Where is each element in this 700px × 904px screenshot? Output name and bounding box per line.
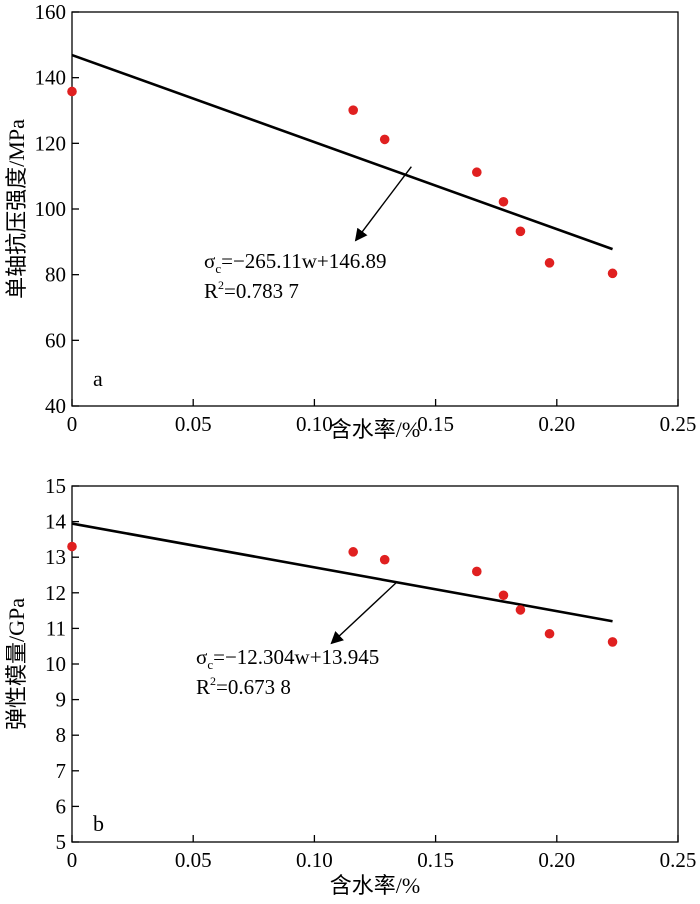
y-tick-label: 10 [45,652,66,676]
fit-r-squared: R2=0.673 8 [196,674,291,699]
x-tick-label: 0.05 [175,848,212,872]
x-tick-label: 0.10 [296,848,333,872]
y-tick-label: 60 [45,328,66,352]
data-point [379,134,390,145]
y-tick-label: 11 [46,616,66,640]
r-value: =0.673 8 [216,675,291,699]
r-label: R [204,279,218,303]
plot-frame [71,11,679,407]
data-point [348,105,358,115]
x-tick-label: 0.20 [538,848,575,872]
y-tick-label: 140 [35,66,67,90]
fit-line-group [71,53,613,251]
data-point [498,196,509,207]
y-tick-label: 6 [56,794,67,818]
fit-line-group [71,522,613,623]
x-axis-title: 含水率/% [330,417,420,442]
data-point [544,628,555,639]
y-tick-label: 13 [45,545,66,569]
data-point [544,258,555,268]
y-tick-label: 40 [45,394,66,418]
annotation-arrow-group [354,166,412,242]
y-tick-label: 15 [45,474,66,498]
x-axis-title: 含水率/% [330,873,420,898]
data-point [515,226,526,237]
y-tick-label: 8 [56,723,67,747]
fit-line [71,522,613,623]
y-tick-label: 100 [35,197,67,221]
x-tick-label: 0.15 [417,412,454,436]
data-point [348,547,358,557]
equation-subscript: c [207,657,213,672]
data-point [515,605,526,615]
axis-ticks: 0 0.05 0.10 0.15 0.20 0.25 40 60 80 100 120 140 160 [35,0,697,436]
data-point [67,86,77,97]
data-point [67,541,77,552]
y-tick-label: 14 [45,510,67,534]
y-axis-title: 弹性模量/GPa [4,598,29,730]
x-tick-label: 0.25 [660,848,697,872]
fit-equation: σc=−265.11w+146.89 [204,249,387,276]
data-point [607,268,618,279]
data-point [472,167,482,178]
r-superscript: 2 [218,278,224,292]
equation-expression: =−12.304w+13.945 [213,645,379,669]
chart-panel-b: 0 0.05 0.10 0.15 0.20 0.25 5 6 7 8 9 10 11 12 13 14 15 b… [4,474,696,898]
annotation-arrow-group [330,581,398,645]
axis-ticks: 0 0.05 0.10 0.15 0.20 0.25 5 6 7 8 9 10 11 12 13 14 15 [45,474,696,872]
data-point [498,590,509,601]
y-tick-label: 120 [35,131,67,155]
equation-subscript: c [215,261,221,276]
x-tick-label: 0.10 [296,412,333,436]
panel-label: a [93,366,103,391]
x-tick-label: 0 [67,412,78,436]
x-tick-label: 0.25 [660,412,697,436]
y-tick-label: 7 [56,759,67,783]
annotation-arrow [330,581,398,645]
x-tick-label: 0.05 [175,412,212,436]
chart-panel-a: 0 0.05 0.10 0.15 0.20 0.25406080100120140160 … [4,0,696,442]
fit-equation: σc=−12.304w+13.945 [196,645,379,672]
equation-symbol: σ [204,249,215,273]
y-tick-label: 5 [56,830,67,854]
y-tick-label: 80 [45,263,66,287]
y-tick-label: 12 [45,581,66,605]
x-tick-label: 0 [67,848,78,872]
x-tick-label: 0.15 [417,848,454,872]
y-tick-label: 9 [56,688,67,712]
x-tick-label: 0.20 [538,412,575,436]
annotation-arrow [354,166,412,242]
r-value: =0.783 7 [224,279,299,303]
data-points [67,86,618,279]
y-axis-title: 单轴抗压强度/MPa [4,119,29,299]
equation-symbol: σ [196,645,207,669]
data-point [607,637,618,647]
data-points [67,541,618,647]
r-superscript: 2 [210,674,216,688]
data-point [379,554,390,565]
data-point [472,566,482,577]
fit-r-squared: R2=0.783 7 [204,278,299,303]
panel-label: b [93,811,104,836]
r-label: R [196,675,210,699]
y-tick-label: 160 [35,0,67,24]
equation-expression: =−265.11w+146.89 [221,249,386,273]
fit-line [71,53,613,251]
